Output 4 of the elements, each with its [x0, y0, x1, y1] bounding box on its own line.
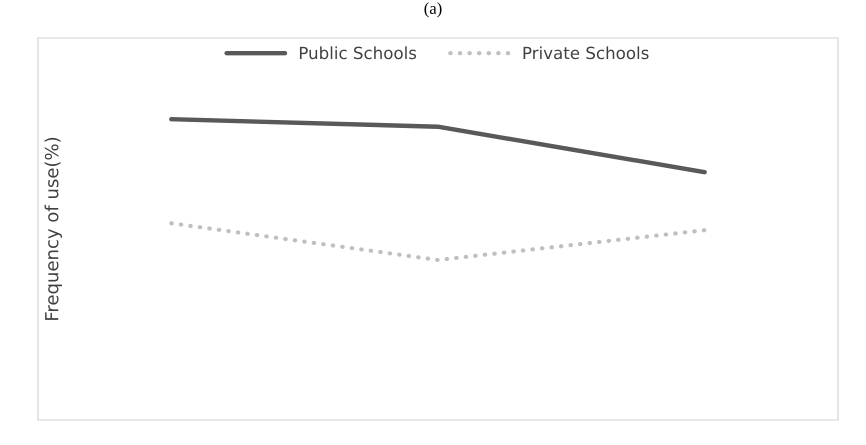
- y-axis-title: Frequency of use(%): [44, 138, 62, 320]
- legend-label: Public Schools: [300, 46, 416, 60]
- legend-label: Private Schools: [524, 46, 649, 60]
- chart-title: (a): [424, 2, 442, 18]
